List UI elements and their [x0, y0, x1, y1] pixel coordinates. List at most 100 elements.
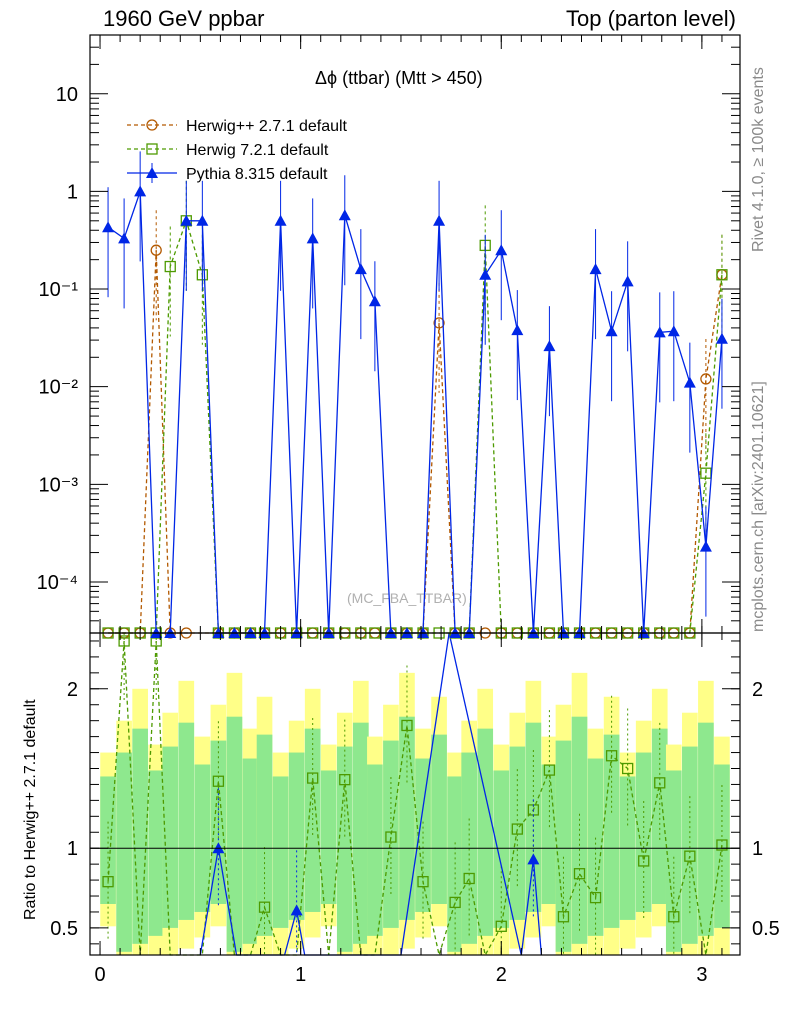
ratio-point — [668, 911, 680, 923]
ratio-point — [495, 920, 507, 932]
data-point — [118, 232, 131, 244]
header-energy-label: 1960 GeV ppbar — [103, 6, 265, 31]
plot-title: Δϕ (ttbar) (Mtt > 450) — [315, 68, 483, 88]
ratio-plot-frame — [89, 632, 741, 956]
ratio-y-tick-label: 0.5 — [50, 918, 78, 940]
ratio-point — [118, 635, 130, 647]
ratio-point — [290, 904, 303, 916]
y-tick-label: 1 — [67, 181, 78, 203]
ratio-band-green — [555, 740, 572, 952]
ratio-band-green — [148, 770, 165, 936]
ratio-point — [557, 911, 570, 923]
ratio-band-green — [100, 776, 116, 904]
ratio-band-green — [226, 716, 243, 952]
ratio-band-green — [525, 722, 542, 912]
ratio-band-green — [431, 734, 447, 904]
data-point — [653, 326, 666, 338]
ratio-band-green — [116, 752, 132, 952]
legend: Herwig++ 2.7.1 default Herwig 7.2.1 defau… — [127, 118, 348, 183]
legend-label: Pythia 8.315 default — [186, 166, 328, 183]
x-tick-label: 3 — [696, 964, 707, 986]
ratio-point — [258, 901, 271, 913]
ratio-band-green — [304, 728, 321, 912]
y-tick-label: 10 — [56, 84, 78, 106]
data-point — [683, 376, 696, 388]
ratio-point — [212, 775, 225, 787]
ratio-point — [527, 853, 540, 865]
data-point — [354, 263, 367, 275]
ratio-point — [449, 896, 461, 909]
data-point — [495, 244, 508, 256]
ratio-band-green — [194, 764, 211, 912]
ratio-band-green — [603, 734, 620, 928]
main-series-2 — [102, 151, 728, 638]
ratio-y-tick-label: 1 — [67, 838, 78, 860]
ratio-point — [339, 774, 351, 786]
data-point — [102, 221, 115, 233]
ratio-point — [622, 762, 634, 775]
ratio-band-green — [353, 722, 369, 944]
ratio-band-green — [162, 746, 179, 928]
data-point — [274, 214, 287, 226]
ratio-point — [589, 891, 602, 904]
main-series-0 — [102, 210, 728, 639]
ratio-band-green — [477, 728, 494, 936]
ratio-band-green — [665, 770, 682, 952]
ratio-point — [385, 831, 397, 843]
data-point — [699, 540, 712, 552]
ratio-point — [573, 868, 586, 880]
ratio-band-green — [288, 752, 305, 920]
header-process-label: Top (parton level) — [566, 6, 736, 31]
ratio-band-green — [541, 764, 558, 904]
ratio-point — [716, 839, 728, 851]
data-point — [543, 340, 556, 352]
ratio-point — [638, 855, 650, 867]
ratio-band-green — [272, 776, 289, 928]
ratio-point — [605, 750, 618, 762]
ratio-y-tick-label: 2 — [67, 679, 78, 701]
data-point — [306, 232, 319, 244]
ratio-band-green — [651, 728, 668, 904]
ratio-band-green — [178, 722, 195, 920]
ratio-band-green — [509, 746, 526, 920]
legend-label: Herwig++ 2.7.1 default — [186, 118, 348, 135]
legend-marker — [146, 167, 158, 178]
ratio-point — [463, 872, 475, 885]
data-point — [338, 209, 351, 221]
ratio-y-tick-label-right: 0.5 — [752, 918, 780, 940]
y-tick-label: 10⁻¹ — [39, 279, 79, 301]
ratio-point — [417, 876, 429, 888]
ratio-band-green — [493, 770, 510, 928]
data-point — [511, 324, 524, 336]
legend-marker — [146, 119, 158, 131]
ratio-point — [543, 764, 556, 776]
data-point — [700, 373, 712, 385]
analysis-watermark: (MC_FBA_TTBAR) — [347, 590, 467, 606]
x-tick-label: 0 — [94, 964, 105, 986]
y-tick-label: 10⁻⁴ — [37, 572, 78, 594]
ratio-band-green — [256, 734, 273, 936]
data-point — [180, 214, 193, 226]
axes-layer: 0 1 2 3 10⁻⁴ 10⁻³ 10⁻² 10⁻¹ 1 10 0.5 0.5 1 1 2 2 — [37, 34, 780, 986]
data-point — [368, 295, 381, 307]
data-point — [605, 325, 618, 337]
series-line — [107, 191, 723, 634]
data-point — [150, 244, 162, 256]
data-point — [621, 275, 634, 287]
ratio-y-tick-label-right: 1 — [752, 838, 763, 860]
ratio-point — [102, 876, 114, 888]
ratio-point — [401, 719, 413, 732]
data-point — [479, 268, 492, 280]
ratio-band-green — [698, 722, 714, 936]
ratio-band-green — [682, 746, 698, 944]
ratio-band-green — [399, 716, 415, 920]
data-point — [134, 185, 147, 197]
ratio-point — [511, 823, 523, 835]
legend-marker — [146, 143, 158, 155]
ratio-band-green — [336, 746, 353, 952]
data-point — [667, 325, 680, 337]
ratio-band-green — [320, 770, 337, 904]
ratio-point — [684, 850, 696, 862]
y-tick-label: 10⁻² — [39, 377, 79, 399]
data-point — [715, 332, 728, 344]
